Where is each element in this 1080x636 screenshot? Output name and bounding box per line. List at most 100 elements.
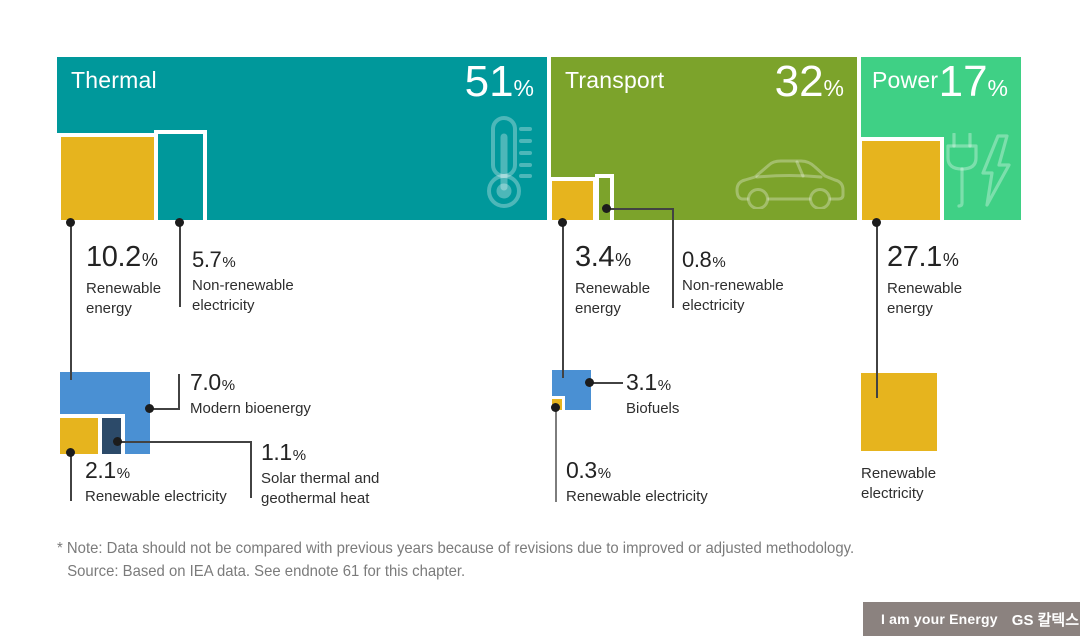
callout-label: Renewable electricity	[85, 487, 227, 507]
callout-label: Renewable energy	[575, 279, 650, 319]
connector-dot	[66, 448, 75, 457]
transport-title: Transport	[565, 67, 665, 93]
transport-nonrenewable-electricity-block	[595, 174, 614, 220]
callout-label: Renewable energy	[887, 279, 962, 319]
callout-label-line: Renewable	[887, 280, 963, 297]
callout-label-line: energy	[887, 300, 933, 317]
connector-line	[590, 382, 623, 384]
callout-label-line: Renewable electricity	[566, 488, 708, 505]
callout-label: Non-renewable electricity	[192, 276, 294, 316]
callout-transport-biofuels: 3.1% Biofuels	[626, 371, 679, 419]
connector-line	[70, 222, 72, 380]
callout-number: 27.1	[887, 241, 942, 273]
callout-label: Biofuels	[626, 399, 679, 419]
connector-line	[179, 222, 181, 307]
callout-label-line: Modern bioenergy	[190, 400, 311, 417]
callout-number: 3.4	[575, 241, 615, 273]
callout-label-line: geothermal heat	[261, 490, 370, 507]
connector-line	[555, 408, 557, 502]
callout-label: Modern bioenergy	[190, 399, 311, 419]
callout-value: 3.4%	[575, 243, 650, 272]
callout-value: 0.8%	[682, 249, 784, 271]
connector-dot	[558, 218, 567, 227]
transport-share: 32%	[775, 60, 844, 104]
callout-number: 2.1	[85, 457, 116, 483]
note-line-1: * Note: Data should not be compared with…	[57, 540, 855, 557]
callout-thermal-renewable: 10.2% Renewable energy	[86, 243, 161, 319]
percent-sign: %	[987, 75, 1008, 101]
callout-value: 7.0%	[190, 371, 311, 394]
callout-value: 3.1%	[626, 371, 679, 394]
transport-renewable-energy-block	[548, 177, 597, 220]
callout-thermal-solar-geothermal: 1.1% Solar thermal and geothermal heat	[261, 441, 379, 509]
footnote: * Note: Data should not be compared with…	[57, 537, 854, 583]
callout-power-renewable: 27.1% Renewable energy	[887, 243, 962, 319]
connector-dot	[175, 218, 184, 227]
callout-value: 1.1%	[261, 441, 379, 464]
percent-sign: %	[116, 465, 130, 482]
callout-number: 1.1	[261, 439, 292, 465]
power-share-number: 17	[938, 57, 988, 106]
callout-power-renewable-electricity: Renewable electricity	[861, 464, 936, 504]
callout-number: 0.3	[566, 457, 597, 483]
callout-label-line: Renewable	[861, 465, 937, 482]
callout-value: 10.2%	[86, 243, 161, 272]
connector-dot	[145, 404, 154, 413]
plug-lightning-icon	[946, 133, 1011, 208]
connector-dot	[585, 378, 594, 387]
callout-label-line: Renewable electricity	[85, 488, 227, 505]
connector-line	[118, 441, 252, 443]
callout-label-line: Solar thermal and	[261, 470, 380, 487]
thermal-renewable-energy-block	[57, 133, 158, 220]
thermometer-icon	[487, 116, 532, 208]
callout-label-line: Non-renewable	[682, 277, 784, 294]
power-renewable-electricity-block	[861, 373, 937, 451]
percent-sign: %	[141, 250, 158, 270]
connector-dot	[551, 403, 560, 412]
callout-thermal-bioenergy: 7.0% Modern bioenergy	[190, 371, 311, 419]
percent-sign: %	[712, 254, 726, 271]
connector-line	[607, 208, 674, 210]
note-line-2: Source: Based on IEA data. See endnote 6…	[67, 563, 466, 580]
callout-number: 7.0	[190, 369, 221, 395]
callout-label-line: energy	[575, 300, 621, 317]
connector-line	[562, 222, 564, 378]
callout-transport-nonrenewable: 0.8% Non-renewable electricity	[682, 249, 784, 316]
callout-label: Renewable energy	[86, 279, 161, 319]
footer-brand-wordmark: GS 칼텍스	[1011, 611, 1080, 629]
callout-number: 5.7	[192, 247, 222, 272]
footer-slogan: I am your Energy	[881, 611, 998, 627]
callout-value: 5.7%	[192, 249, 294, 271]
percent-sign: %	[221, 377, 235, 394]
power-title: Power	[872, 67, 939, 93]
callout-label-line: Renewable	[575, 280, 651, 297]
callout-label: Non-renewable electricity	[682, 276, 784, 316]
percent-sign: %	[513, 75, 534, 101]
connector-line	[178, 374, 180, 410]
transport-share-number: 32	[774, 57, 824, 106]
callout-label-line: electricity	[192, 297, 255, 314]
connector-line	[876, 222, 878, 398]
thermal-renewable-electricity-block	[60, 414, 102, 454]
percent-sign: %	[823, 75, 844, 101]
callout-label: Renewable electricity	[861, 464, 936, 504]
callout-label-line: Renewable	[86, 280, 162, 297]
power-renewable-energy-block	[858, 137, 944, 220]
connector-dot	[872, 218, 881, 227]
thermal-share-number: 51	[464, 57, 514, 106]
callout-number: 10.2	[86, 241, 141, 273]
percent-sign: %	[942, 250, 959, 270]
connector-dot	[113, 437, 122, 446]
thermal-title: Thermal	[71, 67, 157, 93]
callout-value: 0.3%	[566, 459, 708, 482]
callout-value: 27.1%	[887, 243, 962, 272]
connector-dot	[602, 204, 611, 213]
callout-label-line: Non-renewable	[192, 277, 294, 294]
callout-label-line: electricity	[682, 297, 745, 314]
thermal-solar-geothermal-block	[98, 414, 125, 454]
callout-label-line: energy	[86, 300, 132, 317]
callout-label-line: electricity	[861, 485, 924, 502]
connector-line	[672, 208, 674, 308]
callout-number: 3.1	[626, 369, 657, 395]
